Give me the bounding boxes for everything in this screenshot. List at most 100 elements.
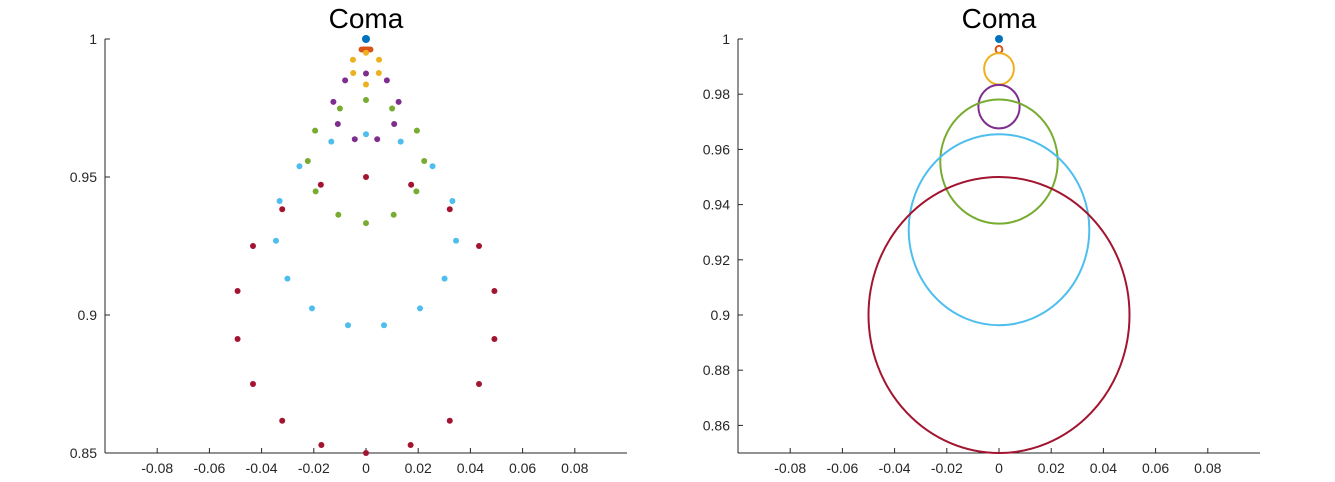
right-x-tick-label: 0.04 xyxy=(1090,460,1117,476)
left-x-tick-label: -0.06 xyxy=(193,460,225,476)
scatter-point-cyan xyxy=(308,305,315,312)
right-y-tick-label: 0.88 xyxy=(703,362,730,378)
right-x-tick-label: 0.08 xyxy=(1194,460,1221,476)
scatter-point-cyan xyxy=(429,163,436,170)
circle-cyan xyxy=(907,133,1091,327)
scatter-point-purple xyxy=(351,136,358,143)
scatter-point-purple xyxy=(342,77,349,84)
scatter-point-green xyxy=(312,188,319,195)
scatter-point-red xyxy=(317,181,324,188)
scatter-point-cyan xyxy=(441,275,448,282)
left-axes: -0.08 -0.06 -0.04 -0.02 0 0.02 0.04 0.06 0.08 0.8… xyxy=(70,31,627,476)
scatter-point-red xyxy=(234,287,241,294)
left-x-tick-label: 0 xyxy=(362,460,370,476)
scatter-point-green xyxy=(336,105,343,112)
scatter-point-red xyxy=(363,174,369,180)
scatter-point-yellow xyxy=(349,56,356,63)
right-plot-title: Coma xyxy=(962,3,1037,34)
right-x-tick-label: 0 xyxy=(995,460,1003,476)
scatter-point-purple xyxy=(363,70,369,77)
scatter-point-cyan xyxy=(284,275,291,282)
left-scatter-points xyxy=(234,35,498,456)
scatter-point-cyan xyxy=(381,322,388,329)
scatter-point-yellow xyxy=(350,69,357,76)
scatter-point-red xyxy=(234,336,241,343)
scatter-point-purple xyxy=(383,77,390,84)
right-y-tick-label: 0.98 xyxy=(703,86,730,102)
scatter-point-green xyxy=(390,211,397,218)
scatter-point-cyan xyxy=(296,163,303,170)
left-x-tick-label: -0.02 xyxy=(298,460,330,476)
scatter-point-red xyxy=(318,441,325,448)
circle-purple xyxy=(977,83,1021,130)
right-y-tick-label: 0.96 xyxy=(703,141,730,157)
circle-yellow xyxy=(983,52,1015,86)
scatter-point-red xyxy=(491,287,498,294)
scatter-point-cyan xyxy=(276,198,283,205)
scatter-point-cyan xyxy=(397,138,404,145)
right-y-tick-label: 0.94 xyxy=(703,197,730,213)
left-x-tick-label: 0.04 xyxy=(457,460,484,476)
scatter-point-cyan xyxy=(363,131,369,138)
scatter-point-yellow xyxy=(376,56,383,63)
scatter-point-green xyxy=(389,105,396,112)
scatter-point-red xyxy=(363,450,369,456)
right-x-tick-label: 0.06 xyxy=(1142,460,1169,476)
right-axes: -0.08 -0.06 -0.04 -0.02 0 0.02 0.04 0.06 0.08 0.8… xyxy=(703,31,1260,476)
scatter-point-cyan xyxy=(453,237,460,244)
scatter-point-red xyxy=(476,381,483,387)
left-y-tick-label: 0.85 xyxy=(70,445,97,461)
right-y-tick-label: 0.86 xyxy=(703,417,730,433)
scatter-point-green xyxy=(312,127,319,134)
scatter-point-green xyxy=(421,157,428,164)
scatter-point-green xyxy=(413,127,420,134)
scatter-point-yellow xyxy=(375,69,382,76)
right-x-tick-label: -0.06 xyxy=(826,460,858,476)
right-y-tick-label: 0.9 xyxy=(711,307,731,323)
right-y-tick-label: 1 xyxy=(722,31,730,47)
right-y-tick-label: 0.92 xyxy=(703,252,730,268)
scatter-point-blue xyxy=(362,35,370,43)
left-x-tick-label: -0.08 xyxy=(141,460,173,476)
right-x-tick-label: -0.08 xyxy=(774,460,806,476)
scatter-point-purple xyxy=(374,136,381,143)
scatter-point-cyan xyxy=(449,198,456,205)
left-y-tick-label: 0.95 xyxy=(70,169,97,185)
left-x-tick-label: -0.04 xyxy=(246,460,278,476)
scatter-point-cyan xyxy=(328,138,335,145)
scatter-point-red xyxy=(491,336,498,343)
scatter-point-purple xyxy=(330,98,337,105)
scatter-point-red xyxy=(249,381,256,387)
scatter-point-green xyxy=(363,96,369,103)
left-x-tick-label: 0.06 xyxy=(509,460,536,476)
scatter-point-cyan xyxy=(417,305,424,312)
scatter-point-cyan xyxy=(272,237,279,244)
scatter-point-red xyxy=(279,206,286,213)
scatter-point-green xyxy=(304,157,311,164)
scatter-point-purple xyxy=(391,121,398,128)
right-x-tick-label: -0.04 xyxy=(879,460,911,476)
right-circles xyxy=(867,35,1131,454)
circle-orange xyxy=(994,44,1004,55)
right-x-tick-label: -0.02 xyxy=(931,460,963,476)
scatter-point-green xyxy=(335,211,342,218)
scatter-point-purple xyxy=(395,98,402,105)
left-x-tick-label: 0.02 xyxy=(405,460,432,476)
plot-right: Coma -0.08 -0.06 -0.04 -0.02 0 0.02 0.04 0.06 0.… xyxy=(703,3,1260,476)
right-x-tick-label: 0.02 xyxy=(1038,460,1065,476)
left-y-tick-label: 1 xyxy=(89,31,97,47)
left-y-tick-label: 0.9 xyxy=(78,307,98,323)
scatter-point-cyan xyxy=(344,322,351,329)
scatter-point-red xyxy=(279,417,286,424)
left-x-tick-label: 0.08 xyxy=(561,460,588,476)
scatter-point-red xyxy=(446,417,453,424)
circle-green xyxy=(939,98,1059,225)
scatter-point-purple xyxy=(334,121,341,128)
scatter-point-red xyxy=(249,243,256,249)
plot-left: Coma -0.08 -0.06 -0.04 -0.02 0 0.02 0.04 0.06 0.… xyxy=(70,3,627,476)
scatter-point-red xyxy=(407,441,414,448)
center-dot-blue xyxy=(995,35,1003,43)
scatter-point-yellow xyxy=(363,81,369,88)
left-plot-title: Coma xyxy=(329,3,404,34)
